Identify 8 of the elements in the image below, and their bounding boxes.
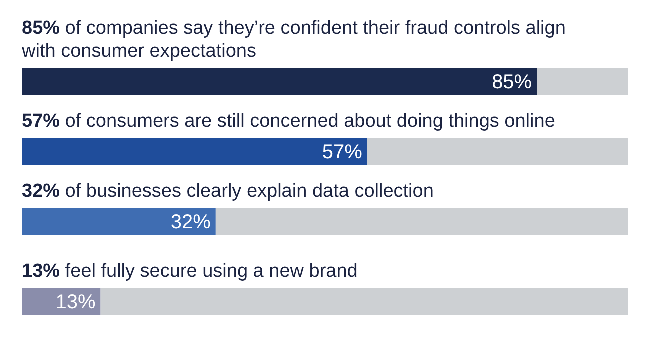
data-label: 13% (56, 292, 96, 314)
y-tick-label: 57% of consumers are still concerned about doing things online (22, 111, 556, 132)
y-tick-label: 85% of companies say they’re confident their fraud controls align with consumer expectations (21, 18, 566, 62)
y-tick-label: 32% of businesses clearly explain data collection (22, 181, 434, 202)
data-label: 32% (170, 212, 212, 234)
data-label: 85% (492, 72, 532, 94)
data-label: 57% (322, 142, 363, 164)
y-tick-label: 13% feel fully secure using a new brand (22, 261, 358, 282)
